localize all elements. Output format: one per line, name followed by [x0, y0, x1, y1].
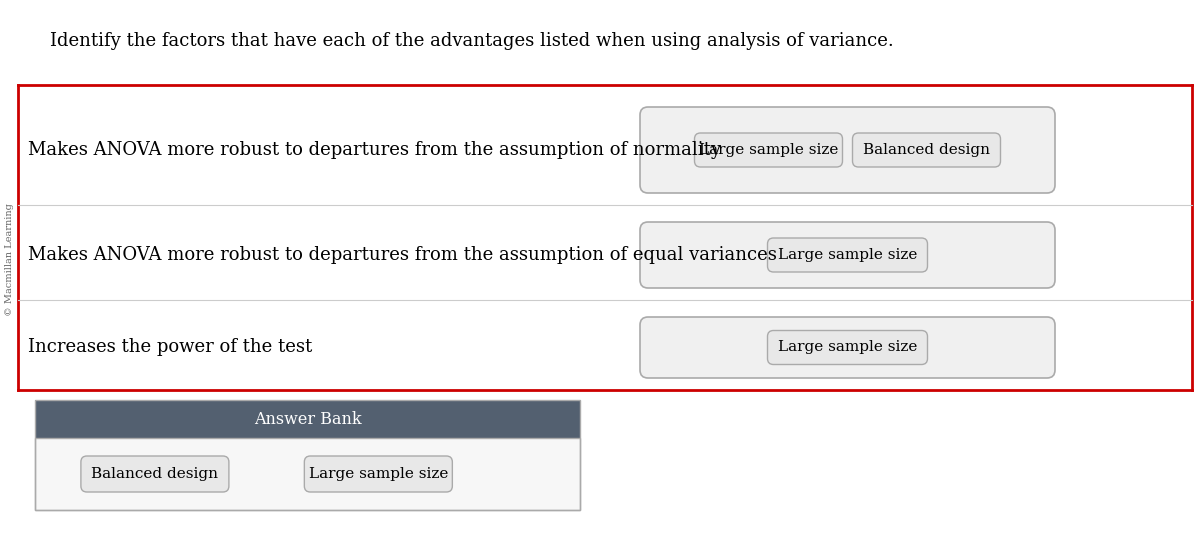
FancyBboxPatch shape — [80, 456, 229, 492]
FancyBboxPatch shape — [768, 331, 928, 365]
Text: Makes ANOVA more robust to departures from the assumption of equal variances: Makes ANOVA more robust to departures fr… — [28, 246, 776, 264]
Text: Large sample size: Large sample size — [778, 248, 917, 262]
FancyBboxPatch shape — [305, 456, 452, 492]
Text: © Macmillan Learning: © Macmillan Learning — [6, 203, 14, 317]
Text: Large sample size: Large sample size — [778, 341, 917, 355]
Text: Large sample size: Large sample size — [698, 143, 838, 157]
Bar — [35, 400, 580, 510]
Text: Increases the power of the test: Increases the power of the test — [28, 339, 312, 357]
FancyBboxPatch shape — [640, 317, 1055, 378]
Text: Identify the factors that have each of the advantages listed when using analysis: Identify the factors that have each of t… — [50, 32, 894, 50]
Text: Large sample size: Large sample size — [308, 467, 448, 481]
Text: Makes ANOVA more robust to departures from the assumption of normality: Makes ANOVA more robust to departures fr… — [28, 141, 721, 159]
Text: Balanced design: Balanced design — [863, 143, 990, 157]
Bar — [35, 438, 580, 510]
FancyBboxPatch shape — [852, 133, 1001, 167]
Bar — [35, 400, 580, 438]
FancyBboxPatch shape — [640, 107, 1055, 193]
Text: Balanced design: Balanced design — [91, 467, 218, 481]
Text: Answer Bank: Answer Bank — [253, 411, 361, 428]
FancyBboxPatch shape — [695, 133, 842, 167]
FancyBboxPatch shape — [640, 222, 1055, 288]
FancyBboxPatch shape — [768, 238, 928, 272]
